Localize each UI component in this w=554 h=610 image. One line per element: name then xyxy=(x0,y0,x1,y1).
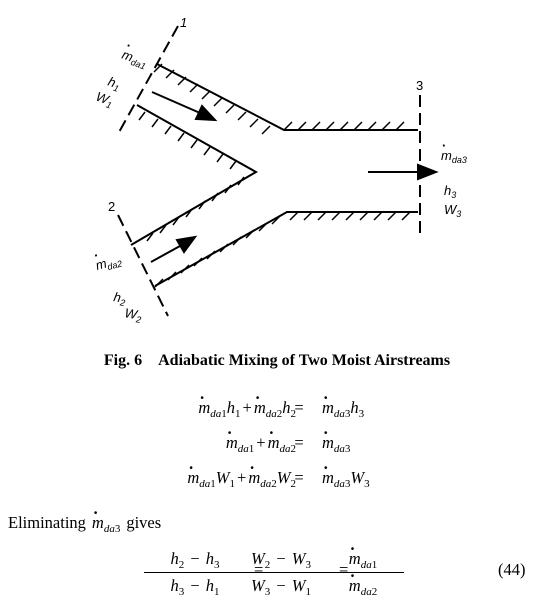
section-label-3: 3 xyxy=(416,78,423,93)
figure-caption: Fig. 6 Adiabatic Mixing of Two Moist Airs… xyxy=(0,352,554,370)
outlet-mass-label: mda3 · xyxy=(441,138,467,165)
outlet-humidity-label: W3 xyxy=(444,202,461,219)
svg-text:W1: W1 xyxy=(93,89,115,111)
gives-word: gives xyxy=(126,513,162,532)
inlet2-humidity-label: W2 xyxy=(123,305,143,325)
svg-text:W2: W2 xyxy=(123,305,143,325)
figure-number: Fig. 6 xyxy=(103,352,143,369)
figure-title: Adiabatic Mixing of Two Moist Airstreams xyxy=(158,352,451,369)
svg-text:mda3: mda3 xyxy=(441,148,467,165)
eliminating-word: Eliminating xyxy=(8,513,86,532)
section-lines xyxy=(117,25,421,317)
equation-lhs: mda1W1+mda2W2 xyxy=(187,458,296,490)
flow-arrows xyxy=(150,91,439,263)
equation-rhs: mda3W3 xyxy=(322,458,370,490)
inlet1-enthalpy-label: h1 xyxy=(105,74,122,94)
svg-text:·: · xyxy=(442,138,446,153)
section-label-1: 1 xyxy=(180,15,187,30)
equation-lhs: mda1h1+mda2h2 xyxy=(198,388,296,420)
eliminating-text: Eliminatingmda3gives xyxy=(8,503,162,535)
svg-text:h3: h3 xyxy=(444,183,456,200)
equation-rhs: mda3 xyxy=(322,423,350,455)
mixing-diagram: 1 2 3 mda1 · h1 W1 mda2 · h2 W2 mda3 · h… xyxy=(92,15,467,325)
svg-text:mda1: mda1 xyxy=(119,47,149,72)
wall-hatching xyxy=(138,63,411,288)
equation-energy-balance: mda1h1+mda2h2 = mda3h3 xyxy=(0,388,554,424)
inlet2-enthalpy-label: h2 xyxy=(112,289,127,308)
equation-mass-balance: mda1+mda2 = mda3 xyxy=(0,423,554,459)
outlet-enthalpy-label: h3 xyxy=(444,183,456,200)
fraction-humidity: W2 − W3 W3 − W1 xyxy=(226,548,336,598)
inlet2-mass-label: mda2 · xyxy=(92,247,123,275)
fraction-mass-ratio: mda1 mda2 xyxy=(318,538,408,598)
svg-text:W3: W3 xyxy=(444,202,461,219)
svg-text:mda2: mda2 xyxy=(94,252,123,275)
fraction-enthalpy: h2 − h3 h3 − h1 xyxy=(140,548,250,598)
inlet1-mass-label: mda1 · xyxy=(119,38,149,72)
inlet1-humidity-label: W1 xyxy=(93,89,115,111)
equation-rhs: mda3h3 xyxy=(322,388,364,420)
svg-text:h1: h1 xyxy=(105,74,122,94)
equation-moisture-balance: mda1W1+mda2W2 = mda3W3 xyxy=(0,458,554,494)
duct-walls xyxy=(130,63,418,287)
svg-text:h2: h2 xyxy=(112,289,127,308)
equation-number: (44) xyxy=(498,560,526,579)
svg-text:·: · xyxy=(92,247,100,263)
equation-lhs: mda1+mda2 xyxy=(226,423,296,455)
svg-text:·: · xyxy=(124,38,133,54)
section-label-2: 2 xyxy=(108,199,115,214)
